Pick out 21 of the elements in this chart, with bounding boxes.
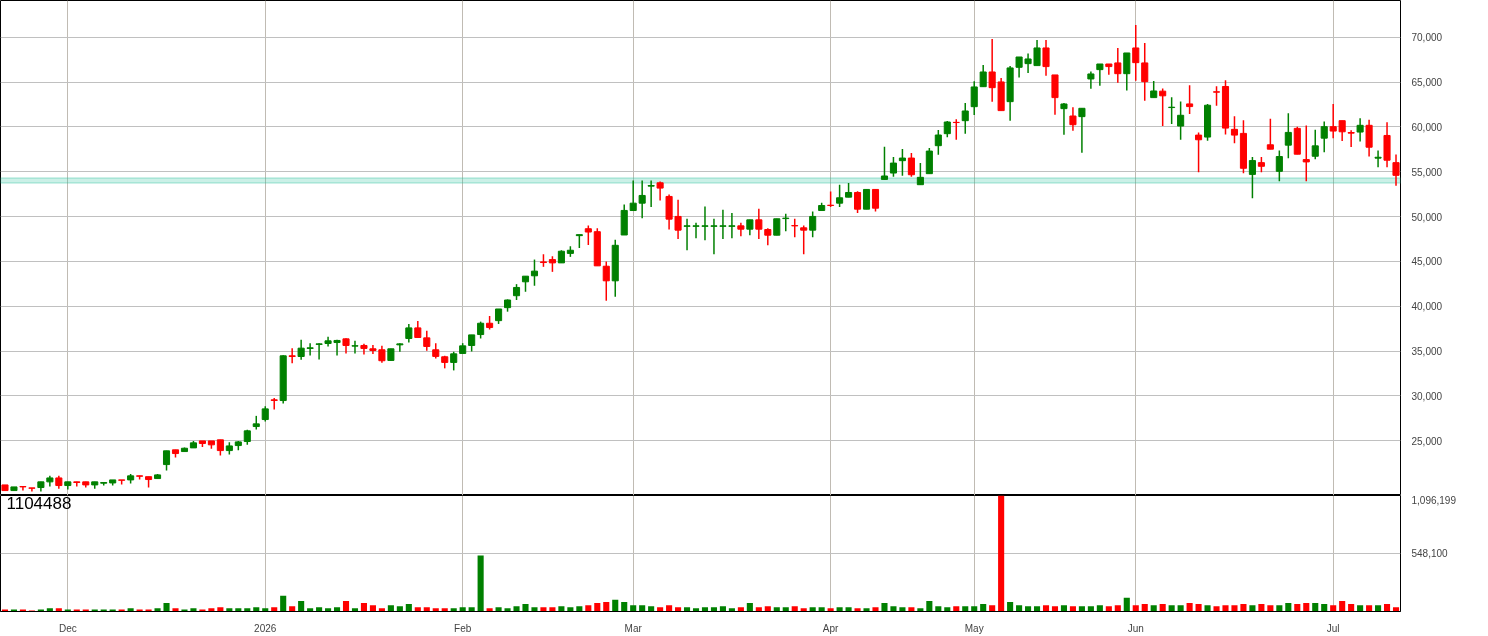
x-tick-label: Apr xyxy=(822,622,840,634)
x-tick-label: Mar xyxy=(624,622,643,634)
x-tick-label: 2026 xyxy=(254,622,277,634)
y-tick-label: 35,000 xyxy=(1411,346,1443,358)
y-tick-label: 70,000 xyxy=(1411,32,1443,44)
y-tick-label: 40,000 xyxy=(1411,301,1443,313)
y-tick-label: 55,000 xyxy=(1411,166,1443,178)
x-tick-label: Dec xyxy=(58,622,77,634)
y-tick-label: 50,000 xyxy=(1411,211,1443,223)
y-tick-label: 65,000 xyxy=(1411,77,1443,89)
x-tick-label: Feb xyxy=(454,622,472,634)
y-tick-label: 25,000 xyxy=(1411,435,1443,447)
x-tick-label: Jul xyxy=(1326,622,1340,634)
y-tick-label: 60,000 xyxy=(1411,121,1443,133)
y-tick-label: 45,000 xyxy=(1411,256,1443,268)
annotation: 1104488 xyxy=(6,493,72,513)
y-tick-label: 30,000 xyxy=(1411,390,1443,402)
x-tick-label: Jun xyxy=(1127,622,1144,634)
x-tick-label: May xyxy=(964,622,984,634)
y-tick-label: 1,096,199 xyxy=(1411,494,1457,506)
y-tick-label: 548,100 xyxy=(1411,548,1449,560)
